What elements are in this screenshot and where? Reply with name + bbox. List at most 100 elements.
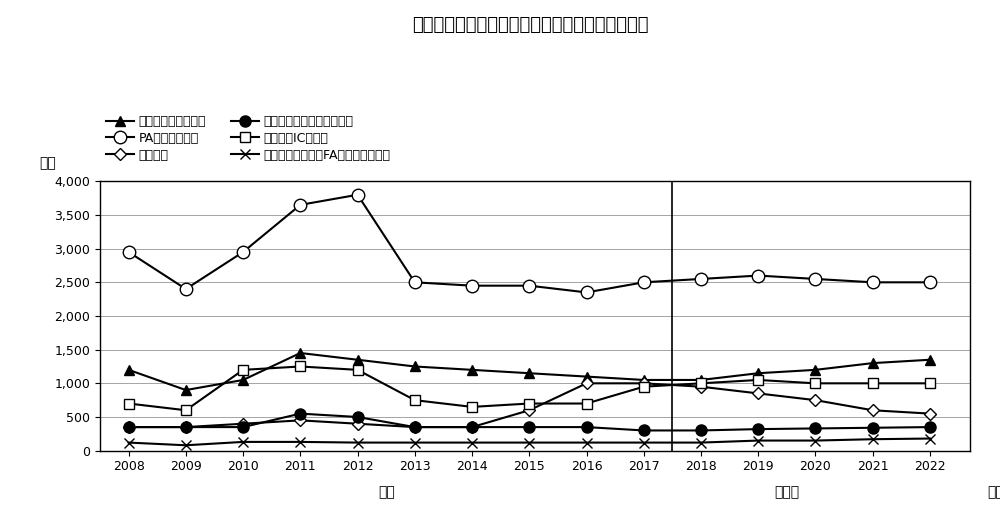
Text: 億円: 億円 — [39, 156, 56, 170]
環境計測器、放射線計測器 — [809, 425, 821, 431]
半導体・IC測定器 — [180, 407, 192, 413]
電気測定器（一般） — [638, 377, 650, 383]
PA計測制御機器 — [809, 276, 821, 282]
電力量計 — [867, 407, 879, 413]
PA計測制御機器 — [123, 249, 135, 255]
電子応用計測器、FA用計測制御機器 — [809, 437, 821, 443]
電子応用計測器、FA用計測制御機器 — [466, 439, 478, 445]
環境計測器、放射線計測器 — [695, 427, 707, 434]
Text: 電気計測器（製品群別）の需要見通し（売上額）: 電気計測器（製品群別）の需要見通し（売上額） — [412, 16, 648, 34]
Line: 半導体・IC測定器: 半導体・IC測定器 — [124, 362, 935, 415]
半導体・IC測定器 — [924, 380, 936, 386]
電力量計 — [581, 380, 593, 386]
環境計測器、放射線計測器 — [523, 424, 535, 430]
環境計測器、放射線計測器 — [352, 414, 364, 420]
電気測定器（一般） — [695, 377, 707, 383]
電気測定器（一般） — [752, 370, 764, 376]
電力量計 — [638, 380, 650, 386]
PA計測制御機器 — [237, 249, 249, 255]
Line: 環境計測器、放射線計測器: 環境計測器、放射線計測器 — [123, 408, 935, 436]
Line: 電気測定器（一般）: 電気測定器（一般） — [124, 348, 935, 395]
半導体・IC測定器 — [638, 383, 650, 390]
電子応用計測器、FA用計測制御機器 — [409, 439, 421, 445]
電子応用計測器、FA用計測制御機器 — [294, 439, 306, 445]
半導体・IC測定器 — [123, 400, 135, 407]
電気測定器（一般） — [523, 370, 535, 376]
電気測定器（一般） — [581, 373, 593, 380]
半導体・IC測定器 — [752, 377, 764, 383]
Text: 見通し: 見通し — [774, 486, 799, 500]
電力量計 — [466, 424, 478, 430]
環境計測器、放射線計測器 — [409, 424, 421, 430]
PA計測制御機器 — [867, 279, 879, 285]
環境計測器、放射線計測器 — [867, 425, 879, 431]
電気測定器（一般） — [123, 367, 135, 373]
電子応用計測器、FA用計測制御機器 — [695, 439, 707, 445]
電力量計 — [294, 418, 306, 424]
半導体・IC測定器 — [867, 380, 879, 386]
半導体・IC測定器 — [809, 380, 821, 386]
半導体・IC測定器 — [695, 380, 707, 386]
電気測定器（一般） — [237, 377, 249, 383]
環境計測器、放射線計測器 — [123, 424, 135, 430]
電力量計 — [352, 421, 364, 427]
半導体・IC測定器 — [466, 404, 478, 410]
PA計測制御機器 — [409, 279, 421, 285]
PA計測制御機器 — [695, 276, 707, 282]
電力量計 — [695, 383, 707, 390]
環境計測器、放射線計測器 — [638, 427, 650, 434]
Text: 実績: 実績 — [378, 486, 395, 500]
電子応用計測器、FA用計測制御機器 — [924, 436, 936, 442]
環境計測器、放射線計測器 — [237, 424, 249, 430]
半導体・IC測定器 — [352, 367, 364, 373]
PA計測制御機器 — [752, 272, 764, 279]
Text: 年度: 年度 — [987, 486, 1000, 500]
半導体・IC測定器 — [237, 367, 249, 373]
PA計測制御機器 — [523, 282, 535, 289]
Line: 電子応用計測器、FA用計測制御機器: 電子応用計測器、FA用計測制御機器 — [124, 434, 935, 450]
電力量計 — [123, 424, 135, 430]
電子応用計測器、FA用計測制御機器 — [867, 436, 879, 442]
半導体・IC測定器 — [409, 397, 421, 403]
電子応用計測器、FA用計測制御機器 — [123, 439, 135, 445]
電力量計 — [523, 407, 535, 413]
電子応用計測器、FA用計測制御機器 — [523, 439, 535, 445]
電気測定器（一般） — [867, 360, 879, 366]
電子応用計測器、FA用計測制御機器 — [237, 439, 249, 445]
電子応用計測器、FA用計測制御機器 — [180, 442, 192, 449]
電力量計 — [752, 391, 764, 397]
電気測定器（一般） — [180, 387, 192, 393]
電力量計 — [409, 424, 421, 430]
電気測定器（一般） — [409, 364, 421, 370]
環境計測器、放射線計測器 — [752, 426, 764, 432]
電気測定器（一般） — [294, 350, 306, 356]
電気測定器（一般） — [466, 367, 478, 373]
PA計測制御機器 — [294, 202, 306, 208]
電力量計 — [237, 421, 249, 427]
半導体・IC測定器 — [523, 400, 535, 407]
電子応用計測器、FA用計測制御機器 — [752, 437, 764, 443]
電子応用計測器、FA用計測制御機器 — [352, 439, 364, 445]
電子応用計測器、FA用計測制御機器 — [581, 439, 593, 445]
電力量計 — [180, 424, 192, 430]
環境計測器、放射線計測器 — [924, 424, 936, 430]
Line: PA計測制御機器: PA計測制御機器 — [122, 189, 936, 299]
電気測定器（一般） — [924, 356, 936, 363]
PA計測制御機器 — [180, 286, 192, 292]
電力量計 — [809, 397, 821, 403]
Legend: 電気測定器（一般）, PA計測制御機器, 電力量計, 環境計測器、放射線計測器, 半導体・IC測定器, 電子応用計測器、FA用計測制御機器: 電気測定器（一般）, PA計測制御機器, 電力量計, 環境計測器、放射線計測器,… — [106, 115, 391, 162]
PA計測制御機器 — [581, 289, 593, 295]
環境計測器、放射線計測器 — [180, 424, 192, 430]
半導体・IC測定器 — [581, 400, 593, 407]
Line: 電力量計: 電力量計 — [124, 379, 934, 431]
電気測定器（一般） — [352, 356, 364, 363]
PA計測制御機器 — [466, 282, 478, 289]
電力量計 — [924, 410, 936, 416]
電子応用計測器、FA用計測制御機器 — [638, 439, 650, 445]
PA計測制御機器 — [924, 279, 936, 285]
半導体・IC測定器 — [294, 364, 306, 370]
電気測定器（一般） — [809, 367, 821, 373]
環境計測器、放射線計測器 — [581, 424, 593, 430]
PA計測制御機器 — [352, 192, 364, 198]
PA計測制御機器 — [638, 279, 650, 285]
